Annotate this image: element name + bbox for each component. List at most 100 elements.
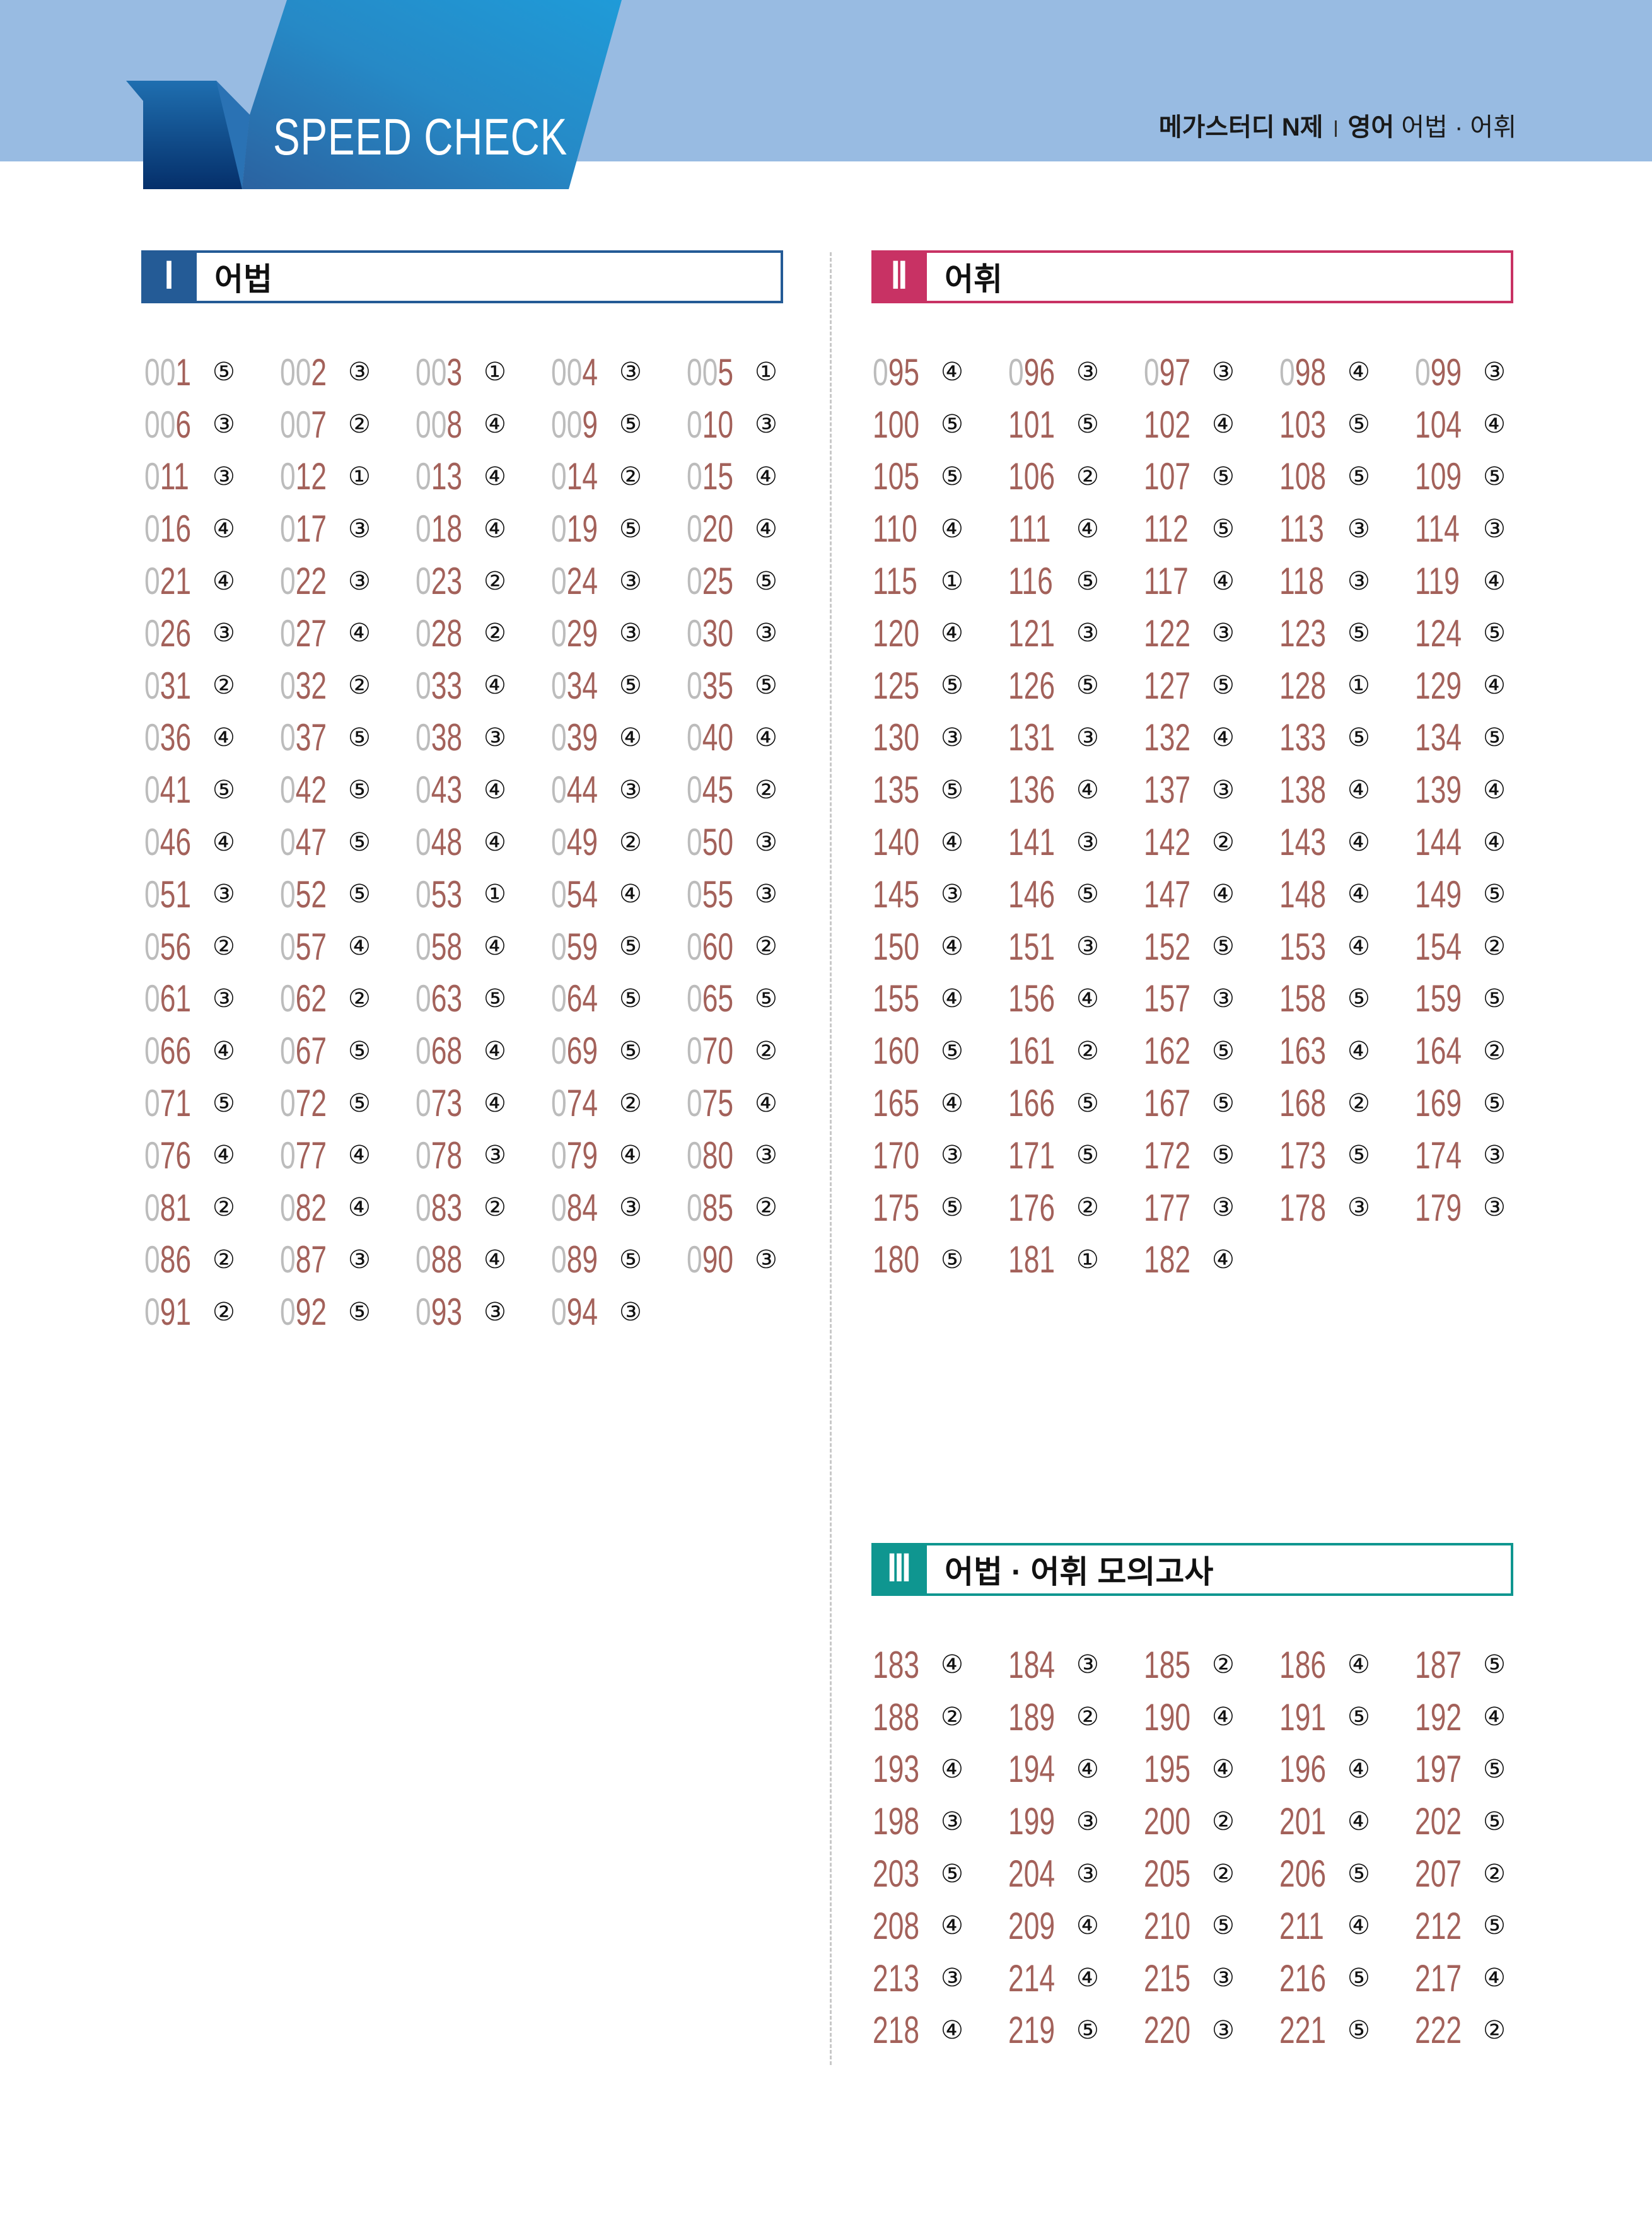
- answer-choice: ②: [755, 1193, 777, 1223]
- question-number: 161: [1008, 1030, 1056, 1073]
- question-number: 048: [416, 821, 463, 864]
- answer-item: 096 ③: [1008, 346, 1144, 399]
- answer-item: 217 ④: [1415, 1952, 1550, 2005]
- question-number: 086: [144, 1238, 192, 1281]
- answer-choice: ③: [1483, 1141, 1506, 1170]
- answer-item: 042 ⑤: [280, 764, 416, 816]
- answer-item: 078 ③: [416, 1129, 551, 1182]
- answer-choice: ④: [941, 932, 963, 962]
- answer-choice: ①: [755, 358, 777, 387]
- answer-item: 136 ④: [1008, 764, 1144, 816]
- question-number: 165: [873, 1082, 920, 1125]
- answer-item: 176 ②: [1008, 1182, 1144, 1234]
- answer-item: 166 ⑤: [1008, 1077, 1144, 1129]
- question-number: 199: [1008, 1800, 1056, 1843]
- answer-choice: ④: [941, 1911, 963, 1941]
- question-number: 100: [873, 403, 920, 446]
- answer-item: 103 ⑤: [1279, 399, 1415, 451]
- answer-choice: ④: [619, 1141, 642, 1170]
- question-number: 150: [873, 925, 920, 968]
- question-number: 112: [1144, 508, 1189, 550]
- question-number: 133: [1279, 716, 1327, 759]
- question-number: 129: [1415, 664, 1462, 707]
- answer-choice: ④: [212, 566, 235, 596]
- question-number: 023: [416, 560, 463, 603]
- answer-item: 086 ②: [144, 1234, 280, 1286]
- answer-choice: ③: [212, 410, 235, 439]
- question-number: 043: [416, 769, 463, 812]
- question-number: 045: [687, 769, 734, 812]
- answer-choice: ⑤: [755, 566, 777, 596]
- answer-item: 090 ③: [687, 1234, 822, 1286]
- answer-item: 094 ③: [551, 1286, 687, 1338]
- answer-item: 202 ⑤: [1415, 1795, 1550, 1848]
- answer-item: 037 ⑤: [280, 712, 416, 764]
- question-number: 168: [1279, 1082, 1327, 1125]
- answer-item: 185 ②: [1144, 1639, 1279, 1691]
- answer-choice: ⑤: [1483, 1807, 1506, 1836]
- answer-choice: ③: [755, 1245, 777, 1274]
- question-number: 107: [1144, 455, 1191, 498]
- answer-choice: ③: [212, 462, 235, 491]
- question-number: 193: [873, 1748, 920, 1791]
- answer-item: 213 ③: [873, 1952, 1008, 2005]
- answer-item: 156 ④: [1008, 973, 1144, 1025]
- answer-choice: ④: [484, 410, 506, 439]
- answer-item: 186 ④: [1279, 1639, 1415, 1691]
- answer-choice: ②: [212, 671, 235, 701]
- answer-choice: ④: [484, 1245, 506, 1274]
- answer-item: 197 ⑤: [1415, 1743, 1550, 1796]
- question-number: 063: [416, 977, 463, 1020]
- answer-item: 203 ⑤: [873, 1848, 1008, 1900]
- question-number: 053: [416, 873, 463, 916]
- answer-item: 144 ④: [1415, 816, 1550, 868]
- answer-choice: ②: [1347, 1088, 1370, 1118]
- answer-item: 220 ③: [1144, 2005, 1279, 2057]
- answer-item: 122 ③: [1144, 607, 1279, 660]
- answer-choice: ②: [1483, 1859, 1506, 1888]
- section-title: 어휘: [945, 262, 1003, 297]
- question-number: 097: [1144, 351, 1191, 393]
- answer-choice: ④: [1347, 880, 1370, 909]
- question-number: 007: [280, 403, 327, 446]
- question-number: 032: [280, 664, 327, 707]
- answer-item: 006 ③: [144, 399, 280, 451]
- answer-choice: ⑤: [1483, 1650, 1506, 1680]
- answer-choice: ①: [348, 462, 371, 491]
- answer-item: 127 ⑤: [1144, 660, 1279, 712]
- answer-choice: ④: [1212, 1245, 1235, 1274]
- answer-item: 112 ⑤: [1144, 503, 1279, 555]
- answer-choice: ②: [348, 671, 371, 701]
- answer-item: 061 ③: [144, 973, 280, 1025]
- answer-choice: ③: [619, 1193, 642, 1223]
- answer-choice: ②: [1212, 827, 1235, 857]
- answer-choice: ⑤: [484, 984, 506, 1013]
- answer-choice: ④: [484, 1088, 506, 1118]
- question-number: 205: [1144, 1853, 1191, 1895]
- answer-choice: ⑤: [1347, 619, 1370, 648]
- answer-choice: ②: [348, 984, 371, 1013]
- answer-choice: ⑤: [941, 1036, 963, 1066]
- answer-choice: ⑤: [1212, 1141, 1235, 1170]
- answer-choice: ③: [1076, 827, 1099, 857]
- question-number: 060: [687, 925, 734, 968]
- answer-item: 082 ④: [280, 1182, 416, 1234]
- answer-choice: ⑤: [941, 775, 963, 805]
- answer-choice: ⑤: [1483, 723, 1506, 752]
- answer-item: 085 ②: [687, 1182, 822, 1234]
- question-number: 085: [687, 1186, 734, 1229]
- question-number: 184: [1008, 1643, 1056, 1686]
- question-number: 119: [1415, 560, 1460, 603]
- answer-item: 174 ③: [1415, 1129, 1550, 1182]
- answer-choice: ③: [941, 1141, 963, 1170]
- answer-item: 027 ④: [280, 607, 416, 660]
- question-number: 070: [687, 1030, 734, 1073]
- answer-choice: ⑤: [348, 880, 371, 909]
- answer-choice: ⑤: [1076, 880, 1099, 909]
- answer-item: 022 ③: [280, 555, 416, 607]
- answer-choice: ④: [1347, 775, 1370, 805]
- question-number: 010: [687, 403, 734, 446]
- question-number: 123: [1279, 612, 1327, 655]
- question-number: 061: [144, 977, 192, 1020]
- question-number: 109: [1415, 455, 1462, 498]
